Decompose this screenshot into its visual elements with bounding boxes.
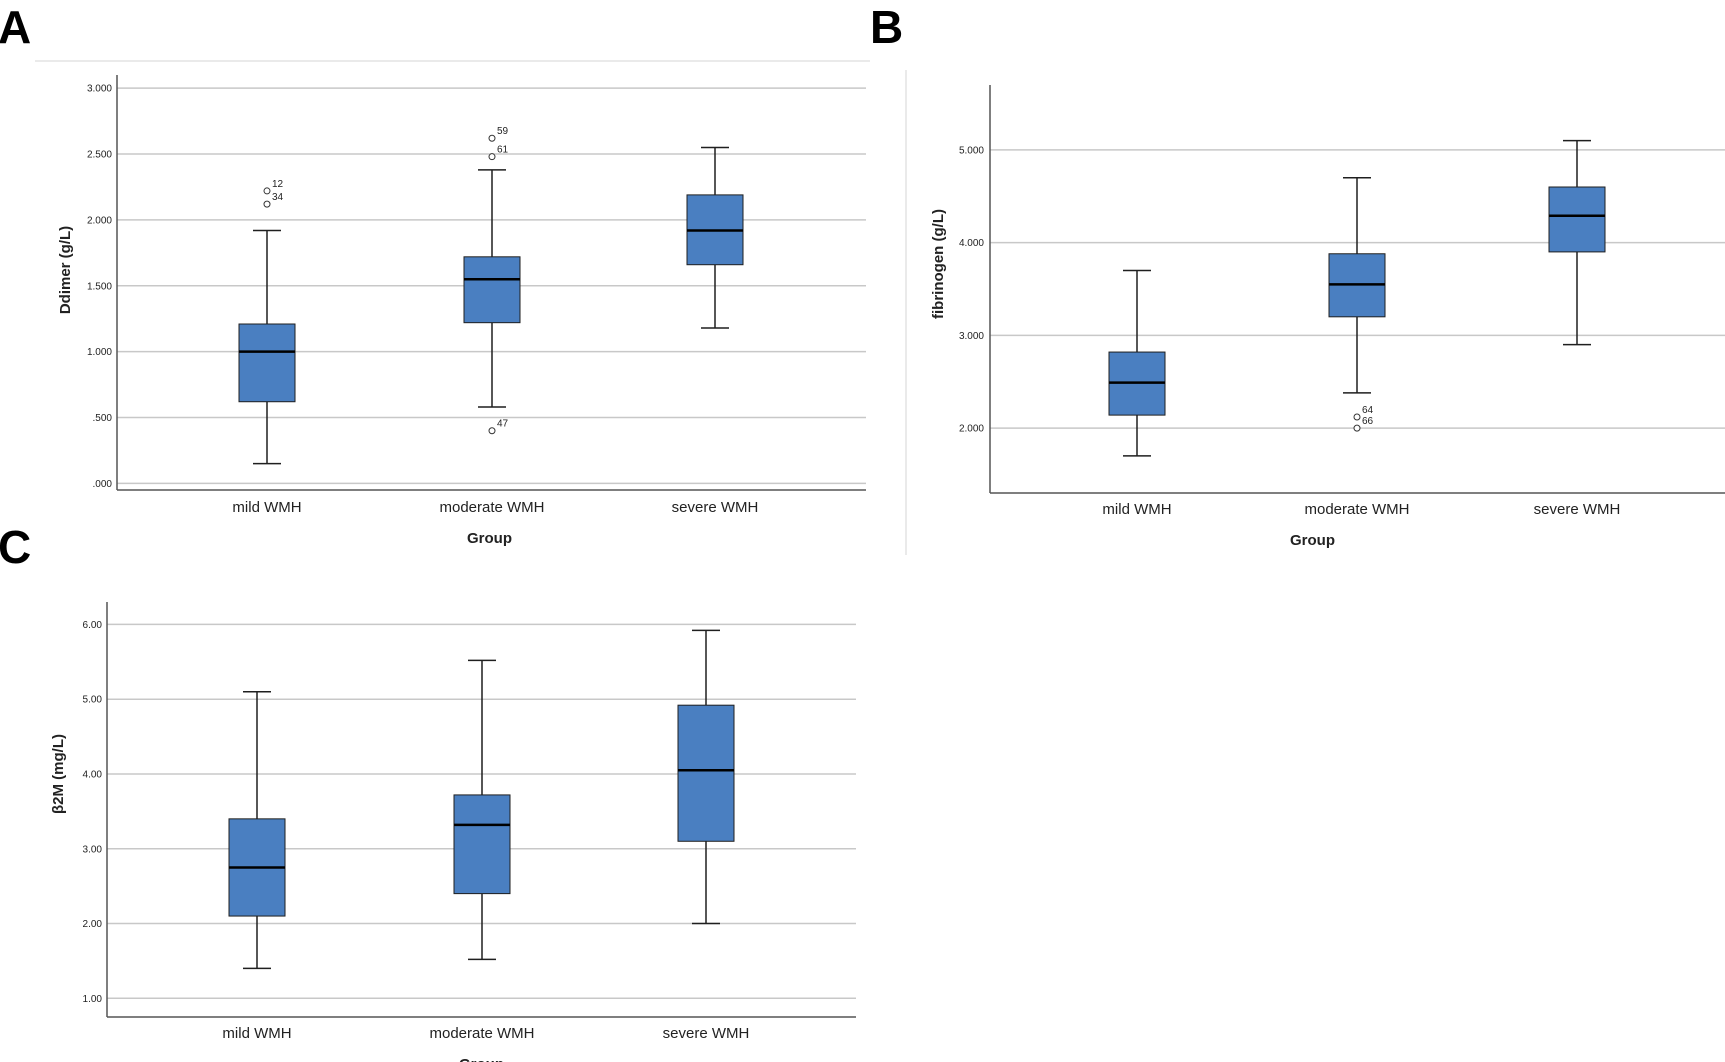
panel-c-y-tick-label: 1.00 [83,994,103,1005]
iqr-box [463,256,521,324]
panel-a-category-label: moderate WMH [439,499,544,516]
panel-c-category-label: mild WMH [222,1025,291,1042]
panel-a-box-severe [686,146,744,329]
panel-a-box-moderate: 47 61 59 [463,126,521,435]
panel-c-y-tick-label: 3.00 [83,844,103,855]
outlier-label: 66 [1362,416,1374,427]
panel-b-box-severe [1548,139,1606,346]
panel-a-y-tick-label: 1.500 [87,281,112,292]
panel-c-y-tick-label: 6.00 [83,620,103,631]
outlier-point [488,427,496,435]
panel-label-b: B [870,1,903,53]
panel-label-a: A [0,1,31,53]
panel-b-y-tick-label: 5.000 [959,145,984,156]
panel-c-box-mild [228,690,286,970]
panel-a-y-tick-label: 1.000 [87,347,112,358]
outlier-point [1353,413,1361,421]
outlier-point [488,134,496,142]
outlier-label: 47 [497,419,509,430]
panel-c-x-axis-title: Group [459,1056,504,1062]
iqr-box [238,323,296,403]
panel-a-y-axis-title: Ddimer (g/L) [57,226,74,314]
panel-b-box-mild [1108,269,1166,457]
panel-a-y-tick-label: 3.000 [87,84,112,95]
outlier-point [488,153,496,161]
panel-b-y-tick-label: 4.000 [959,238,984,249]
panel-c-y-tick-label: 2.00 [83,919,103,930]
panel-a-y-tick-label: .000 [93,479,113,490]
outlier-label: 59 [497,126,509,137]
outlier-point [1353,424,1361,432]
outlier-label: 61 [497,145,509,156]
iqr-box [677,704,735,842]
outlier-label: 64 [1362,405,1374,416]
panel-b-y-axis-title: fibrinogen (g/L) [930,209,947,319]
panel-c-y-tick-label: 5.00 [83,695,103,706]
panel-c-category-label: severe WMH [663,1025,750,1042]
outlier-label: 34 [272,192,284,203]
panel-a-category-label: severe WMH [672,499,759,516]
panel-b-category-label: moderate WMH [1304,501,1409,518]
panel-a-y-tick-label: 2.000 [87,215,112,226]
iqr-box [1548,186,1606,253]
outlier-label: 12 [272,179,284,190]
panel-c-y-axis-title: β2M (mg/L) [50,734,67,814]
panel-a-category-label: mild WMH [232,499,301,516]
panel-c-box-severe [677,629,735,925]
panel-b-y-tick-label: 2.000 [959,424,984,435]
panel-a-y-tick-label: .500 [93,413,113,424]
panel-b-x-axis-title: Group [1290,532,1335,549]
panel-label-c: C [0,521,31,573]
iqr-box [453,794,511,895]
panel-a-x-axis-title: Group [467,530,512,547]
panel-b-category-label: mild WMH [1102,501,1171,518]
panel-c-y-tick-label: 4.00 [83,769,103,780]
panel-c-category-label: moderate WMH [429,1025,534,1042]
panel-b-category-label: severe WMH [1534,501,1621,518]
outlier-point [263,200,271,208]
outlier-point [263,187,271,195]
panel-c-box-moderate [453,659,511,961]
panel-a-ddimer-boxplot: .000.5001.0001.5002.0002.5003.0003412mil… [57,75,866,547]
panel-a-y-tick-label: 2.500 [87,150,112,161]
panel-b-y-tick-label: 3.000 [959,331,984,342]
panel-c-b2m-boxplot: 1.00 2.00 3.00 4.00 5.00 6.00 mild WMH moderate… [50,602,856,1062]
